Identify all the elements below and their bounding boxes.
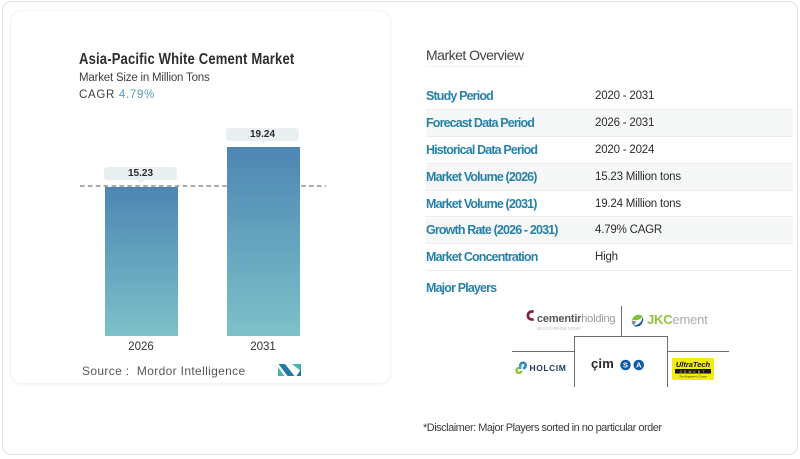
svg-text:The Engineer's Choice: The Engineer's Choice: [679, 375, 707, 379]
svg-text:A: A: [636, 361, 642, 370]
svg-text:S: S: [623, 361, 628, 370]
svg-text:CEMENT: CEMENT: [680, 370, 707, 374]
svg-text:UltraTech: UltraTech: [676, 360, 711, 369]
